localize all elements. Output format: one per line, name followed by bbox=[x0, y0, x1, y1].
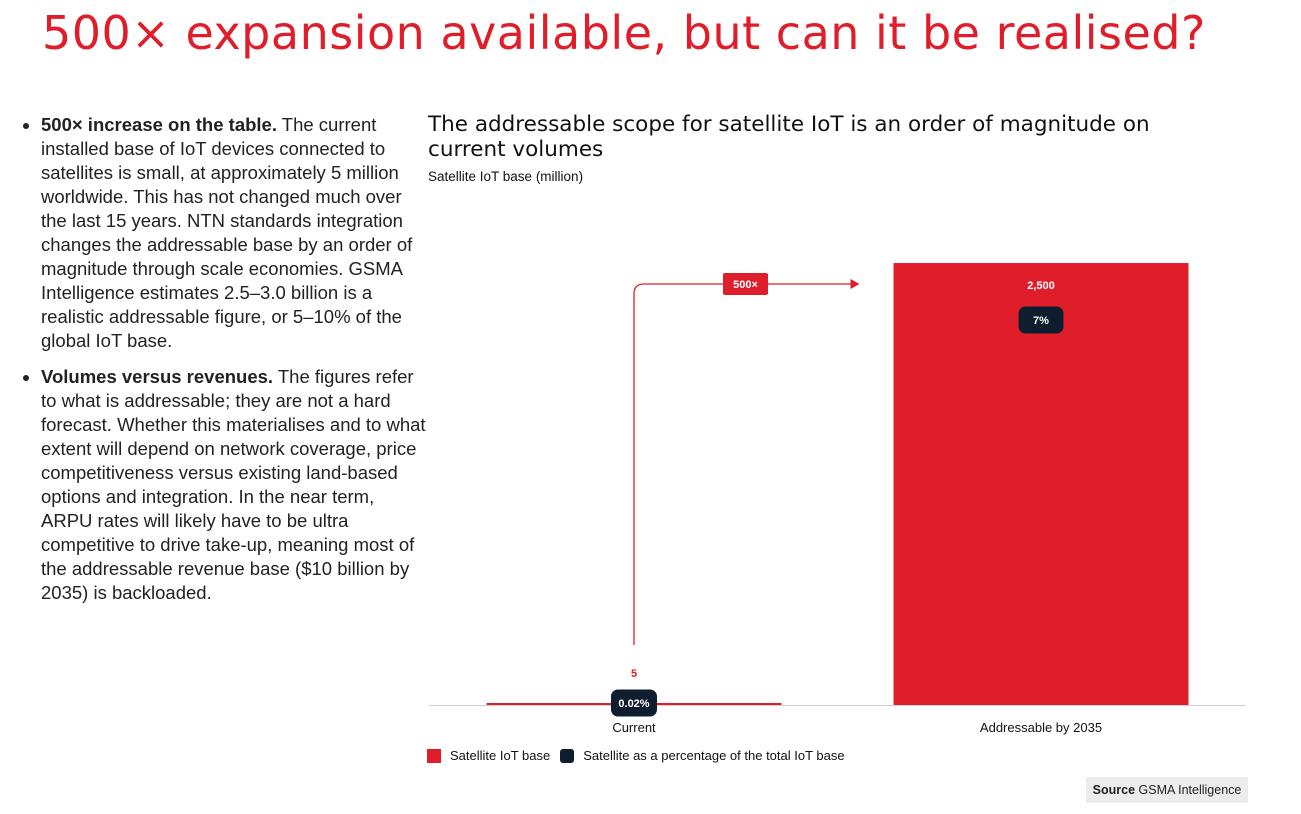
chart-title: The addressable scope for satellite IoT … bbox=[428, 112, 1150, 162]
legend-item-iot-base: Satellite IoT base bbox=[427, 748, 550, 763]
legend-label: Satellite as a percentage of the total I… bbox=[583, 748, 845, 763]
page-title: 500× expansion available, but can it be … bbox=[42, 6, 1206, 60]
data-label: 2,500 bbox=[1027, 280, 1055, 292]
annotation-badge bbox=[723, 273, 768, 296]
legend-label: Satellite IoT base bbox=[450, 748, 551, 763]
bullet-item: 500× increase on the table. The current … bbox=[41, 113, 426, 353]
legend-item-percentage: Satellite as a percentage of the total I… bbox=[560, 748, 845, 763]
annotation-label: 500× bbox=[733, 279, 758, 291]
bar bbox=[893, 263, 1189, 705]
annotation-arrowhead bbox=[850, 279, 860, 290]
chart-legend: Satellite IoT base Satellite as a percen… bbox=[427, 748, 855, 763]
bullet-item: Volumes versus revenues. The figures ref… bbox=[41, 365, 426, 605]
bullet-text: The current installed base of IoT device… bbox=[41, 114, 413, 351]
source-label: Source bbox=[1092, 783, 1136, 797]
bullet-text: The figures refer to what is addressable… bbox=[41, 366, 426, 603]
bullet-list: 500× increase on the table. The current … bbox=[22, 113, 426, 617]
x-tick-label: Current bbox=[612, 720, 656, 735]
chart-axis-label: Satellite IoT base (million) bbox=[428, 169, 584, 184]
legend-swatch-navy bbox=[560, 748, 575, 763]
source-text: GSMA Intelligence bbox=[1138, 783, 1242, 797]
bullet-heading: 500× increase on the table. bbox=[41, 114, 277, 135]
percentage-label: 0.02% bbox=[618, 698, 649, 710]
x-tick-label: Addressable by 2035 bbox=[980, 720, 1102, 735]
percentage-badge bbox=[1018, 306, 1064, 334]
percentage-badge bbox=[611, 689, 657, 717]
percentage-label: 7% bbox=[1033, 315, 1049, 327]
source-box: Source GSMA Intelligence bbox=[1086, 777, 1248, 803]
annotation-arrow-line bbox=[633, 283, 852, 645]
bullet-heading: Volumes versus revenues. bbox=[41, 366, 274, 387]
data-label: 5 bbox=[631, 668, 637, 680]
legend-swatch-red bbox=[427, 748, 441, 763]
